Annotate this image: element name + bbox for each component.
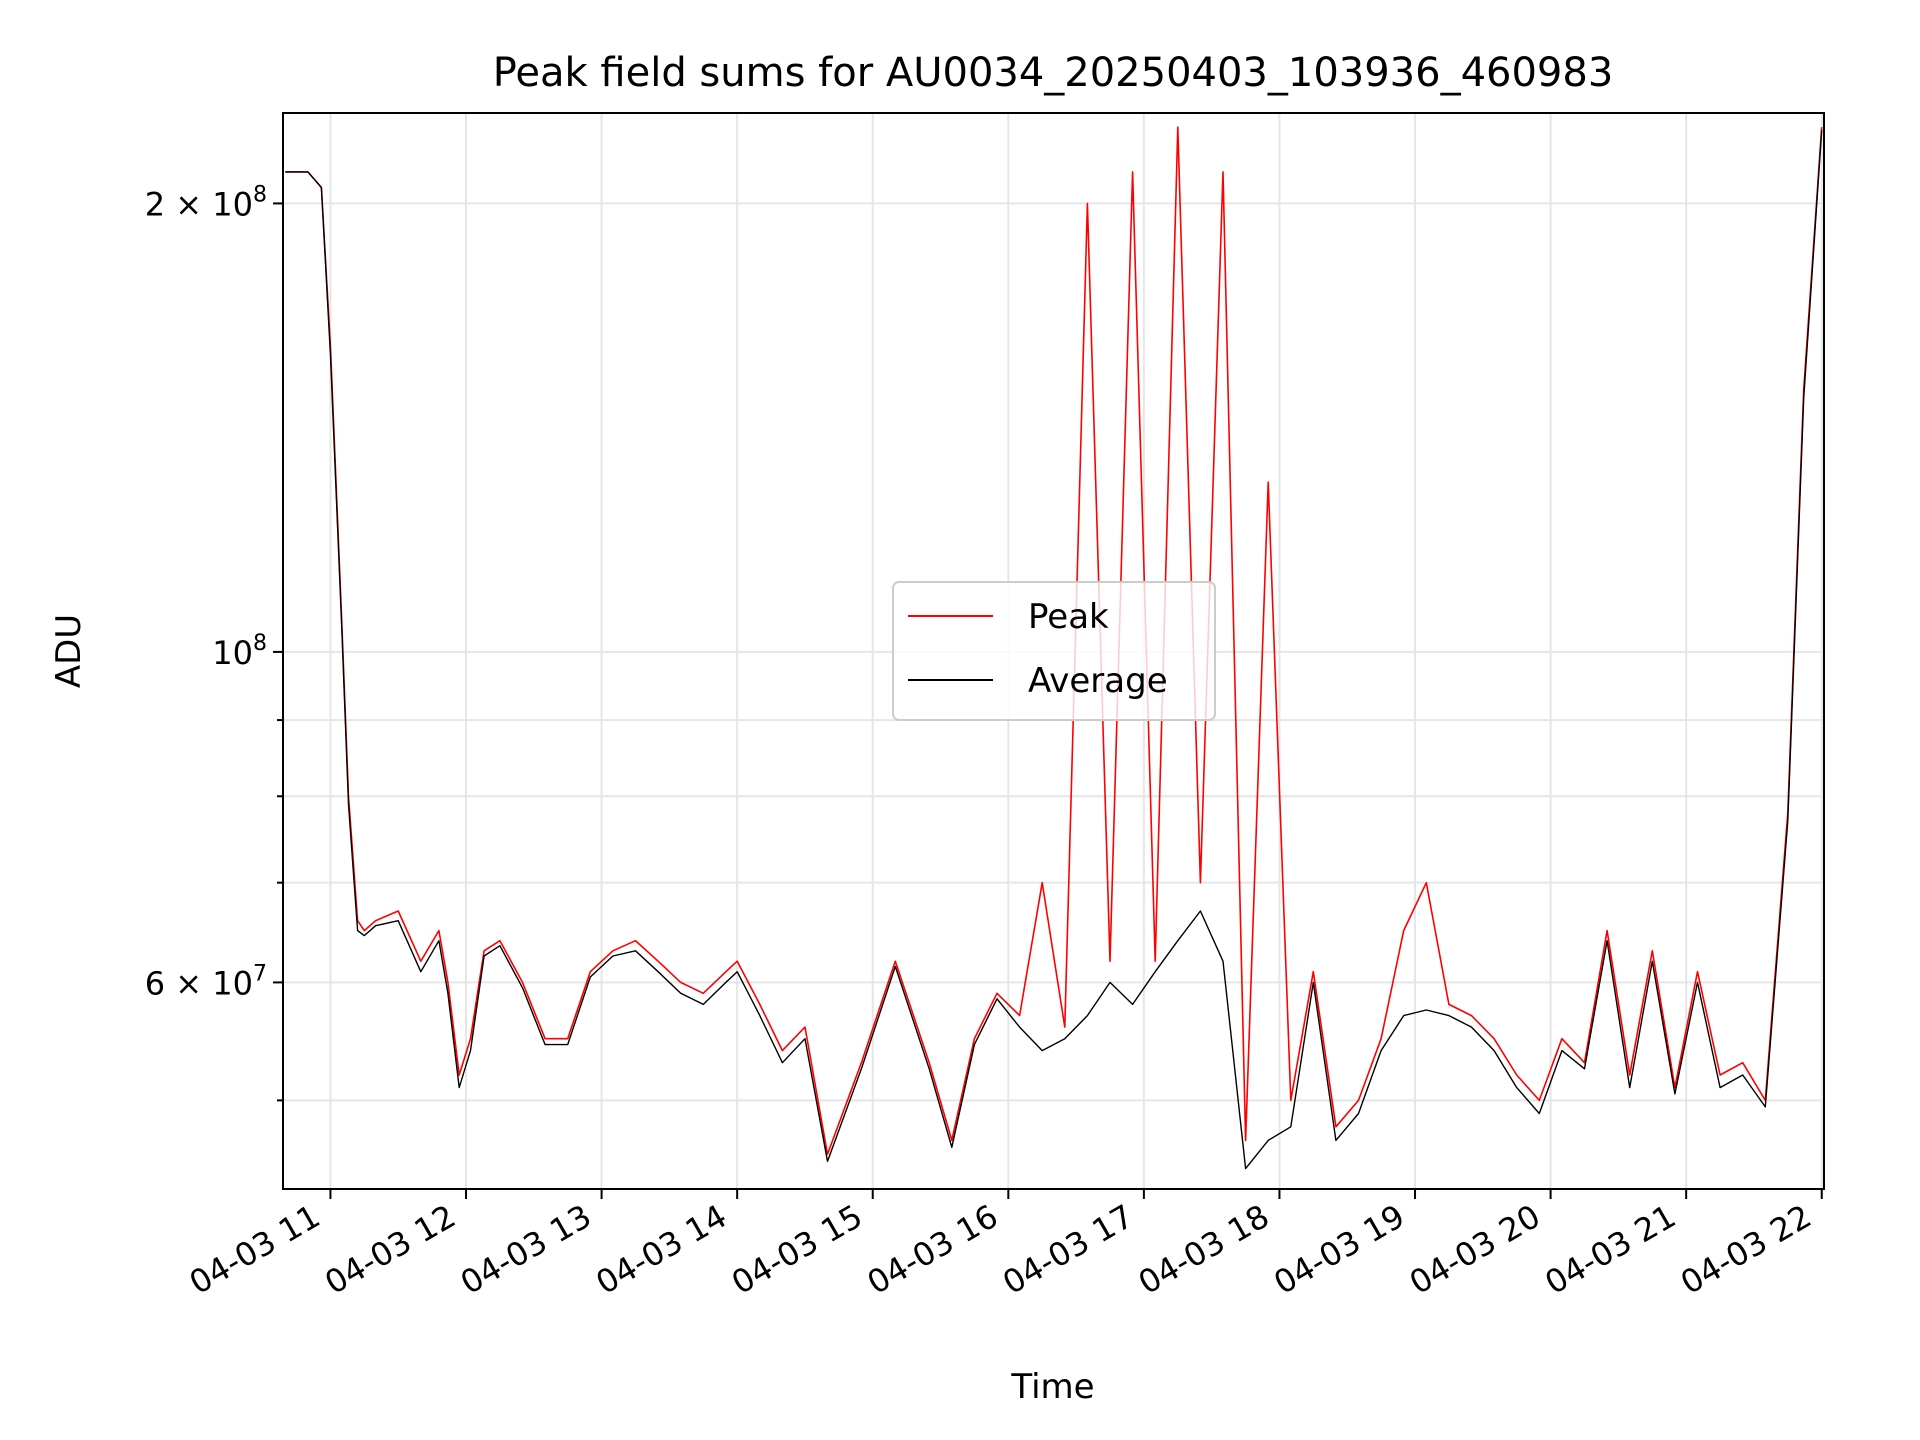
y-tick-label: 6 × 107 [145,961,267,1002]
x-tick-label: 04-03 17 [996,1197,1140,1302]
x-tick-label: 04-03 12 [318,1197,462,1302]
x-tick-label: 04-03 11 [183,1197,327,1302]
x-tick-label: 04-03 22 [1674,1197,1818,1302]
series-line-peak [285,126,1823,1156]
x-tick-label: 04-03 16 [861,1197,1005,1302]
x-tick-label: 04-03 13 [454,1197,598,1302]
x-tick-label: 04-03 15 [725,1197,869,1302]
y-tick-label: 2 × 108 [145,182,267,223]
legend-label-peak: Peak [1028,597,1109,637]
y-tick-labels: 2 × 108 108 6 × 107 [145,182,267,1002]
series-line-average [285,130,1823,1170]
legend-label-average: Average [1028,661,1168,701]
axis-ticks [273,202,1823,1199]
y-axis-title: ADU [49,614,89,688]
y-tick-label: 108 [212,631,267,672]
x-tick-label: 04-03 21 [1539,1197,1683,1302]
legend: Peak Average [892,581,1216,721]
x-axis-title: Time [1010,1367,1094,1407]
x-tick-label: 04-03 18 [1132,1197,1276,1302]
chart-title: Peak field sums for AU0034_20250403_1039… [493,50,1614,96]
x-tick-label: 04-03 20 [1403,1197,1547,1302]
x-tick-label: 04-03 14 [590,1197,734,1302]
x-tick-label: 04-03 19 [1267,1197,1411,1302]
series-lines [285,126,1823,1170]
